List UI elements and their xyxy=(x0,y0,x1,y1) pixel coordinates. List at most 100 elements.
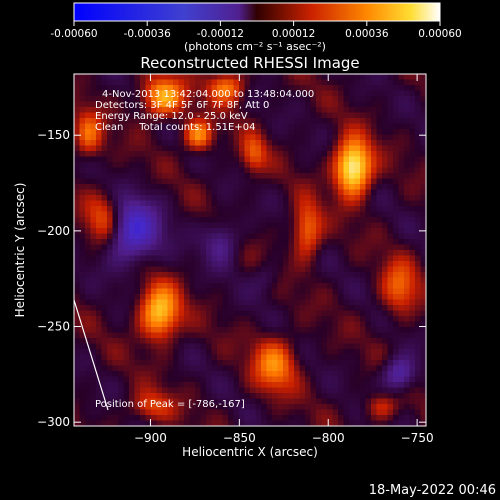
heatmap-cell xyxy=(206,420,213,426)
heatmap-cell xyxy=(129,162,136,169)
heatmap-cell xyxy=(244,123,251,130)
heatmap-cell xyxy=(85,244,92,251)
heatmap-cell xyxy=(371,404,378,411)
heatmap-cell xyxy=(112,162,119,169)
heatmap-cell xyxy=(349,162,356,169)
heatmap-cell xyxy=(145,327,152,334)
heatmap-cell xyxy=(250,79,257,86)
heatmap-cell xyxy=(261,288,268,295)
heatmap-cell xyxy=(349,222,356,229)
heatmap-cell xyxy=(360,409,367,416)
heatmap-cell xyxy=(415,156,422,163)
heatmap-cell xyxy=(90,409,97,416)
heatmap-cell xyxy=(316,195,323,202)
heatmap-cell xyxy=(156,140,163,147)
heatmap-cell xyxy=(250,261,257,268)
heatmap-cell xyxy=(277,79,284,86)
heatmap-cell xyxy=(316,101,323,108)
heatmap-cell xyxy=(420,79,426,86)
heatmap-cell xyxy=(162,107,169,114)
heatmap-cell xyxy=(162,283,169,290)
heatmap-cell xyxy=(420,371,426,378)
heatmap-cell xyxy=(79,321,86,328)
heatmap-cell xyxy=(305,79,312,86)
heatmap-cell xyxy=(398,156,405,163)
heatmap-cell xyxy=(376,134,383,141)
heatmap-cell xyxy=(387,299,394,306)
heatmap-cell xyxy=(294,288,301,295)
heatmap-cell xyxy=(107,305,114,312)
heatmap-cell xyxy=(85,167,92,174)
heatmap-cell xyxy=(228,239,235,246)
heatmap-cell xyxy=(118,288,125,295)
heatmap-cell xyxy=(420,178,426,185)
heatmap-cell xyxy=(239,365,246,372)
heatmap-cell xyxy=(316,112,323,119)
heatmap-cell xyxy=(266,338,273,345)
heatmap-cell xyxy=(140,283,147,290)
heatmap-cell xyxy=(173,195,180,202)
heatmap-cell xyxy=(195,74,202,81)
heatmap-cell xyxy=(112,211,119,218)
heatmap-cell xyxy=(272,398,279,405)
heatmap-cell xyxy=(288,200,295,207)
heatmap-cell xyxy=(233,211,240,218)
heatmap-cell xyxy=(162,255,169,262)
heatmap-cell xyxy=(415,261,422,268)
heatmap-cell xyxy=(79,294,86,301)
heatmap-cell xyxy=(283,156,290,163)
heatmap-cell xyxy=(244,338,251,345)
heatmap-cell xyxy=(118,129,125,136)
heatmap-cell xyxy=(294,200,301,207)
heatmap-cell xyxy=(354,250,361,257)
heatmap-cell xyxy=(239,327,246,334)
heatmap-cell xyxy=(277,305,284,312)
heatmap-cell xyxy=(244,420,251,426)
heatmap-cell xyxy=(129,101,136,108)
heatmap-cell xyxy=(376,145,383,152)
heatmap-cell xyxy=(371,376,378,383)
heatmap-cell xyxy=(255,156,262,163)
heatmap-cell xyxy=(217,250,224,257)
heatmap-cell xyxy=(178,321,185,328)
heatmap-cell xyxy=(277,96,284,103)
heatmap-cell xyxy=(184,101,191,108)
heatmap-cell xyxy=(211,382,218,389)
heatmap-cell xyxy=(261,162,268,169)
heatmap-cell xyxy=(140,162,147,169)
heatmap-cell xyxy=(211,239,218,246)
heatmap-cell xyxy=(233,134,240,141)
heatmap-cell xyxy=(173,272,180,279)
heatmap-cell xyxy=(178,393,185,400)
heatmap-cell xyxy=(277,85,284,92)
heatmap-cell xyxy=(184,398,191,405)
heatmap-cell xyxy=(387,222,394,229)
heatmap-cell xyxy=(173,404,180,411)
heatmap-cell xyxy=(129,255,136,262)
heatmap-cell xyxy=(338,151,345,158)
heatmap-cell xyxy=(415,79,422,86)
heatmap-cell xyxy=(376,195,383,202)
heatmap-cell xyxy=(134,283,141,290)
heatmap-cell xyxy=(266,178,273,185)
heatmap-cell xyxy=(167,90,174,97)
heatmap-cell xyxy=(244,112,251,119)
heatmap-cell xyxy=(217,376,224,383)
heatmap-cell xyxy=(195,327,202,334)
heatmap-cell xyxy=(167,382,174,389)
heatmap-cell xyxy=(266,272,273,279)
heatmap-cell xyxy=(178,398,185,405)
heatmap-cell xyxy=(151,250,158,257)
heatmap-cell xyxy=(134,365,141,372)
heatmap-cell xyxy=(288,272,295,279)
heatmap-cell xyxy=(288,112,295,119)
heatmap-cell xyxy=(382,305,389,312)
heatmap-cell xyxy=(123,365,130,372)
heatmap-cell xyxy=(140,85,147,92)
heatmap-cell xyxy=(404,244,411,251)
heatmap-cell xyxy=(211,156,218,163)
heatmap-cell xyxy=(74,332,81,339)
heatmap-cell xyxy=(123,387,130,394)
heatmap-cell xyxy=(228,382,235,389)
heatmap-cell xyxy=(85,360,92,367)
